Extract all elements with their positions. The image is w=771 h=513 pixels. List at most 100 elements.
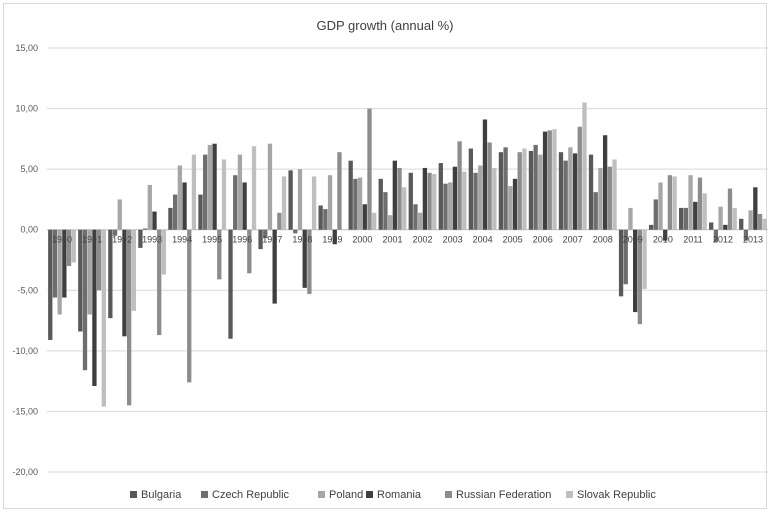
y-tick-label: -10,00: [12, 346, 38, 356]
bar: [547, 130, 552, 230]
bar: [297, 169, 303, 230]
x-tick-label: 2005: [503, 235, 523, 245]
bar: [739, 218, 744, 230]
bar: [177, 165, 182, 230]
bar: [478, 165, 483, 230]
bar: [57, 229, 62, 315]
bar: [723, 224, 728, 230]
bar: [78, 229, 83, 332]
bar: [82, 229, 88, 371]
y-tick-label: 10,00: [15, 104, 38, 114]
x-tick-label: 2006: [533, 235, 553, 245]
bar: [383, 192, 388, 230]
x-tick-label: 2010: [653, 235, 673, 245]
bar: [727, 188, 733, 230]
bar: [718, 206, 723, 230]
bar: [432, 173, 437, 230]
bar: [612, 159, 617, 230]
y-tick-label: 15,00: [15, 43, 38, 53]
bar: [593, 192, 598, 230]
bar: [293, 229, 298, 234]
bar: [392, 160, 397, 230]
x-tick-label: 2013: [743, 235, 763, 245]
bar: [607, 166, 612, 230]
bar: [697, 177, 703, 230]
bar: [653, 199, 658, 230]
bars: [48, 102, 767, 407]
bar: [187, 229, 192, 383]
legend-swatch: [566, 491, 573, 498]
legend-entry: Poland: [329, 489, 363, 501]
bar: [92, 229, 97, 386]
x-tick-label: 1998: [292, 235, 312, 245]
bar: [732, 207, 737, 230]
bar: [281, 176, 287, 230]
bar: [288, 170, 293, 230]
bar: [683, 207, 688, 230]
bar: [623, 229, 628, 285]
bar: [157, 229, 162, 336]
bar: [618, 229, 624, 297]
y-tick-label: -20,00: [12, 467, 38, 477]
bar: [242, 182, 247, 230]
x-tick-label: 2003: [443, 235, 463, 245]
bar: [522, 148, 527, 230]
bar: [147, 184, 152, 230]
bar: [572, 153, 578, 230]
bar: [318, 205, 323, 230]
bar: [311, 176, 317, 230]
bar: [203, 154, 208, 230]
bar: [302, 229, 307, 288]
legend-entry: Bulgaria: [141, 489, 182, 501]
x-tick-label: 1993: [142, 235, 162, 245]
bar: [517, 152, 522, 230]
bar: [367, 108, 372, 230]
bar: [327, 175, 333, 230]
legend: Bulgaria Czech Republic Poland Romania Russi…: [130, 489, 656, 501]
bar: [127, 229, 132, 406]
bar: [487, 142, 492, 230]
legend-entry: Romania: [377, 489, 422, 501]
x-tick-label: 2009: [623, 235, 643, 245]
legend-swatch: [445, 491, 452, 498]
bar: [672, 176, 677, 230]
x-tick-label: 2012: [713, 235, 733, 245]
bar: [633, 229, 638, 313]
bar: [372, 212, 377, 230]
bar: [101, 229, 106, 407]
bar: [688, 175, 693, 230]
bar: [418, 212, 423, 230]
bar: [482, 119, 488, 230]
bar: [528, 150, 534, 230]
bar: [191, 154, 197, 230]
bar: [122, 229, 127, 337]
bar: [582, 102, 587, 230]
y-tick-label: -5,00: [17, 285, 38, 295]
x-tick-label: 2000: [352, 235, 372, 245]
bar: [748, 210, 753, 230]
bar: [498, 152, 504, 230]
bar: [713, 229, 719, 242]
bar: [152, 211, 157, 230]
x-tick-label: 1992: [112, 235, 132, 245]
bar: [542, 131, 548, 230]
legend-swatch: [318, 491, 325, 498]
bar: [66, 229, 72, 267]
bar: [452, 166, 458, 230]
bar: [221, 159, 227, 230]
x-tick-label: 2011: [683, 235, 702, 245]
bar: [207, 144, 213, 230]
bar: [492, 167, 497, 230]
bar: [642, 229, 647, 290]
bar: [362, 204, 367, 230]
bar: [357, 177, 363, 230]
bar: [161, 229, 167, 275]
bar: [117, 199, 122, 230]
bar: [212, 143, 217, 230]
bar: [251, 146, 257, 230]
bar: [577, 126, 582, 230]
x-tick-label: 2008: [593, 235, 613, 245]
bar: [658, 182, 663, 230]
bar: [408, 172, 413, 230]
